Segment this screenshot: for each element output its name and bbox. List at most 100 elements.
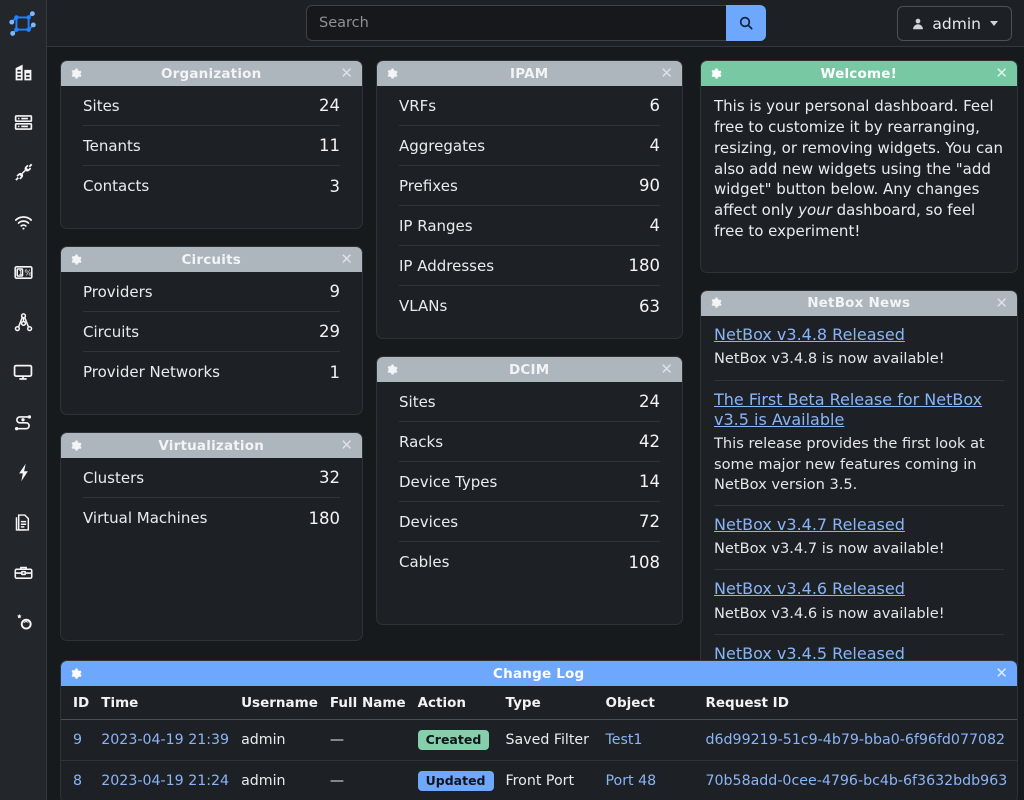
- stat-row[interactable]: IP Ranges 4: [399, 206, 660, 246]
- sidebar-item-racks[interactable]: [0, 97, 47, 147]
- table-row[interactable]: 9 2023-04-19 21:39 admin — Created Saved…: [61, 719, 1017, 761]
- gear-icon[interactable]: [70, 439, 82, 452]
- stat-row[interactable]: Tenants 11: [83, 126, 340, 166]
- gear-icon[interactable]: [386, 363, 398, 376]
- stat-row[interactable]: IP Addresses 180: [399, 246, 660, 286]
- stat-row[interactable]: Sites 24: [83, 86, 340, 126]
- gear-icon[interactable]: [70, 667, 82, 680]
- search-bar: [306, 5, 766, 41]
- cell-object[interactable]: Test1: [599, 719, 700, 761]
- gear-icon[interactable]: [710, 297, 722, 309]
- stat-label: Racks: [399, 432, 444, 451]
- sidebar-item-ipam[interactable]: 1 %: [0, 247, 47, 297]
- cell-object[interactable]: Port 48: [599, 760, 700, 800]
- gear-icon[interactable]: [70, 67, 82, 80]
- cell-id[interactable]: 8: [61, 760, 96, 800]
- cell-time[interactable]: 2023-04-19 21:24: [95, 760, 236, 800]
- gear-icon[interactable]: [386, 67, 398, 80]
- news-item-link[interactable]: NetBox v3.4.5 Released: [714, 644, 905, 663]
- stat-value: 14: [639, 472, 660, 491]
- widget-organization-title: Organization: [160, 65, 262, 82]
- widget-ipam: IPAM ✕ VRFs 6 Aggregates 4: [376, 60, 683, 339]
- sidebar-item-documentation[interactable]: [0, 497, 47, 547]
- gear-icon[interactable]: [70, 253, 82, 266]
- close-icon[interactable]: ✕: [340, 64, 353, 82]
- gear-icon[interactable]: [710, 67, 722, 80]
- chevron-down-icon: [990, 21, 998, 26]
- stat-row[interactable]: Circuits 29: [83, 312, 340, 352]
- stat-row[interactable]: Provider Networks 1: [83, 352, 340, 392]
- stat-row[interactable]: Racks 42: [399, 422, 660, 462]
- sidebar-item-connections[interactable]: [0, 147, 47, 197]
- stat-row[interactable]: Contacts 3: [83, 166, 340, 206]
- column-header-action[interactable]: Action: [411, 686, 500, 720]
- news-item-link[interactable]: The First Beta Release for NetBox v3.5 i…: [714, 389, 983, 429]
- news-item-link[interactable]: NetBox v3.4.7 Released: [714, 514, 905, 534]
- close-icon[interactable]: ✕: [995, 64, 1008, 82]
- stat-row[interactable]: Virtual Machines 180: [83, 498, 340, 538]
- column-header-id[interactable]: ID: [61, 686, 96, 720]
- news-item-link[interactable]: NetBox v3.4.6 Released: [714, 579, 905, 599]
- svg-text:%: %: [24, 268, 32, 277]
- close-icon[interactable]: ✕: [340, 436, 353, 454]
- sidebar-item-topology[interactable]: [0, 297, 47, 347]
- welcome-text-part2: dashboard, so feel free to experiment!: [714, 201, 976, 241]
- table-row[interactable]: 8 2023-04-19 21:24 admin — Updated Front…: [61, 760, 1017, 800]
- dcim-stat-list: Sites 24 Racks 42 Device Types 14 Devi: [377, 382, 682, 582]
- column-header-username[interactable]: Username: [235, 686, 324, 720]
- cell-id[interactable]: 9: [61, 719, 96, 761]
- search-button[interactable]: [726, 5, 766, 41]
- stat-value: 24: [639, 392, 660, 411]
- widget-organization-body: Sites 24 Tenants 11 Contacts 3: [61, 86, 362, 228]
- cell-time[interactable]: 2023-04-19 21:39: [95, 719, 236, 761]
- column-header-type[interactable]: Type: [499, 686, 600, 720]
- close-icon[interactable]: ✕: [995, 293, 1008, 312]
- user-icon: [913, 18, 924, 29]
- column-header-request-id[interactable]: Request ID: [699, 686, 1017, 720]
- news-item: NetBox v3.4.7 Released NetBox v3.4.7 is …: [714, 506, 1004, 571]
- changelog-table: ID Time Username Full Name Action Type O…: [61, 686, 1017, 800]
- sidebar-item-operations[interactable]: [0, 547, 47, 597]
- close-icon[interactable]: ✕: [660, 360, 673, 378]
- sidebar-item-virtualization[interactable]: [0, 347, 47, 397]
- cell-request-id[interactable]: 70b58add-0cee-4796-bc4b-6f3632bdb963: [699, 760, 1017, 800]
- stat-label: Devices: [399, 512, 459, 531]
- column-header-object[interactable]: Object: [599, 686, 700, 720]
- stat-row[interactable]: Device Types 14: [399, 462, 660, 502]
- cell-username: admin: [235, 719, 324, 761]
- column-header-time[interactable]: Time: [95, 686, 236, 720]
- sidebar-item-admin[interactable]: [0, 597, 47, 647]
- sidebar-item-wireless[interactable]: [0, 197, 47, 247]
- stat-row[interactable]: Clusters 32: [83, 458, 340, 498]
- stat-label: Virtual Machines: [83, 509, 208, 527]
- close-icon[interactable]: ✕: [995, 664, 1008, 682]
- widget-virtualization: Virtualization ✕ Clusters 32 Virtual Mac…: [60, 432, 363, 641]
- news-item-link[interactable]: NetBox v3.4.8 Released: [714, 324, 905, 344]
- changelog-header-row: ID Time Username Full Name Action Type O…: [61, 686, 1017, 720]
- close-icon[interactable]: ✕: [660, 64, 673, 82]
- stat-row[interactable]: Providers 9: [83, 272, 340, 312]
- stat-row[interactable]: VRFs 6: [399, 86, 660, 126]
- stat-row[interactable]: Prefixes 90: [399, 166, 660, 206]
- column-header-fullname[interactable]: Full Name: [323, 686, 412, 720]
- sidebar-item-organization[interactable]: [0, 47, 47, 97]
- stat-value: 9: [329, 282, 341, 301]
- cell-request-id[interactable]: d6d99219-51c9-4b79-bba0-6f96fd077082: [699, 719, 1017, 761]
- user-menu-button[interactable]: admin: [897, 6, 1012, 41]
- stat-value: 72: [639, 512, 660, 531]
- sidebar-item-power[interactable]: [0, 447, 47, 497]
- stat-label: Aggregates: [399, 136, 486, 155]
- sidebar-item-circuits[interactable]: [0, 397, 47, 447]
- stat-row[interactable]: Devices 72: [399, 502, 660, 542]
- cell-fullname: —: [323, 719, 412, 761]
- stat-row[interactable]: Cables 108: [399, 542, 660, 582]
- stat-row[interactable]: Aggregates 4: [399, 126, 660, 166]
- widget-netbox-news-header: NetBox News ✕: [701, 290, 1017, 316]
- status-badge: Created: [417, 730, 490, 750]
- stat-row[interactable]: VLANs 63: [399, 286, 660, 326]
- search-input[interactable]: [306, 5, 726, 41]
- netbox-logo[interactable]: [0, 0, 47, 47]
- close-icon[interactable]: ✕: [340, 250, 353, 268]
- widget-circuits: Circuits ✕ Providers 9 Circuits 29: [60, 246, 363, 415]
- stat-row[interactable]: Sites 24: [399, 382, 660, 422]
